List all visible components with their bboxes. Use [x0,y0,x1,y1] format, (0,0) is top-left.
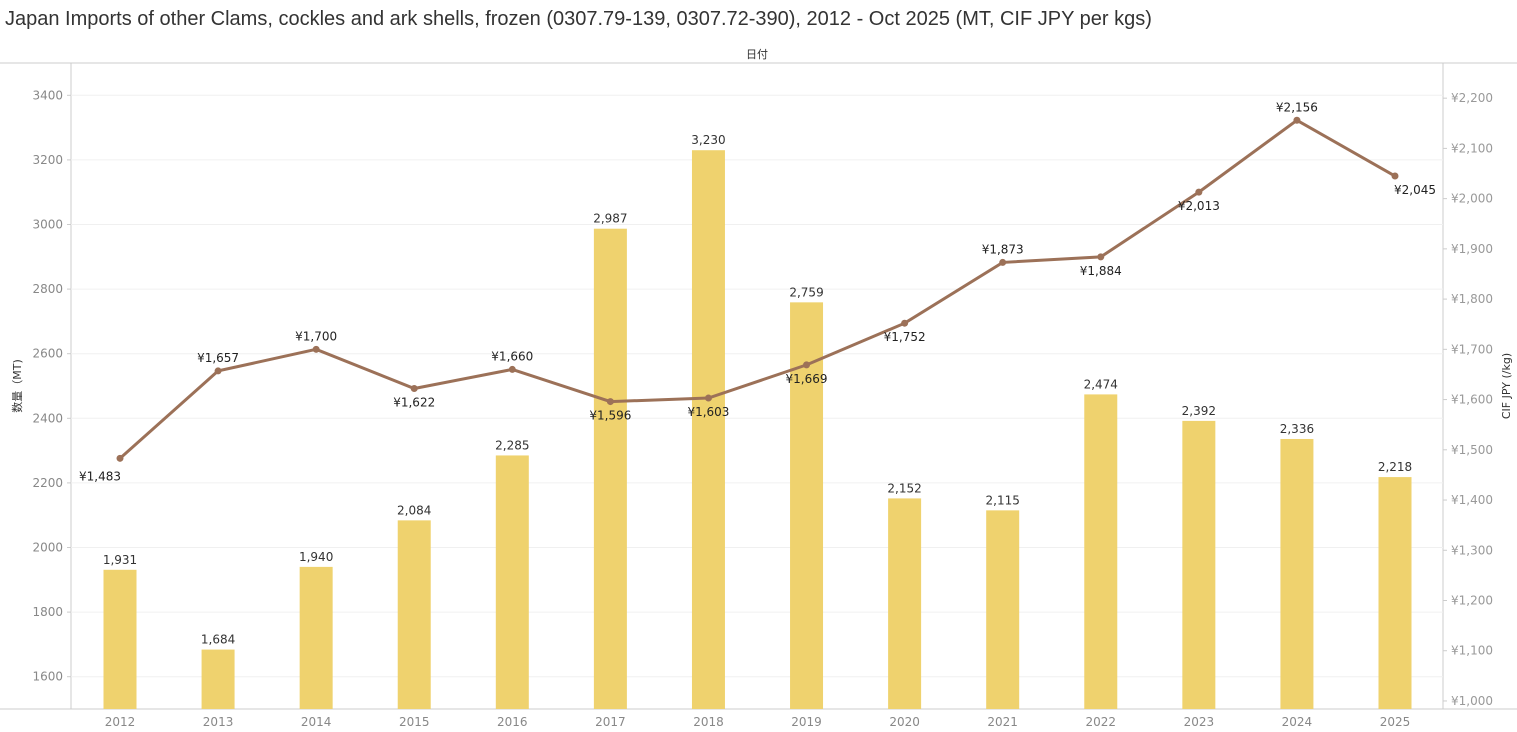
bar-label: 2,759 [789,285,823,299]
bar [888,498,922,709]
line-point [1391,172,1399,180]
right-tick-label: ¥1,300 [1451,543,1493,557]
line-label: ¥1,622 [393,396,435,410]
left-tick-label: 3400 [32,88,63,102]
right-tick-label: ¥1,000 [1451,694,1493,708]
line-point [803,361,811,369]
left-tick-label: 2800 [32,282,63,296]
x-tick-label: 2023 [1184,715,1215,729]
left-tick-label: 2000 [32,541,63,555]
bar [1182,420,1216,709]
x-tick-label: 2016 [497,715,528,729]
line-label: ¥1,884 [1080,264,1122,278]
x-axis-header: 日付 [746,48,768,61]
bar-label: 2,152 [887,481,921,495]
right-tick-label: ¥1,400 [1451,493,1493,507]
x-tick-label: 2013 [203,715,234,729]
bar [397,520,431,709]
line-label: ¥1,657 [197,351,239,365]
right-tick-label: ¥2,100 [1451,141,1493,155]
bar [1378,477,1412,709]
x-tick-label: 2021 [987,715,1018,729]
x-tick-label: 2025 [1380,715,1411,729]
bar [495,455,529,709]
bar-label: 2,987 [593,212,627,226]
line-label: ¥1,603 [687,405,729,419]
line-point [704,394,712,402]
bar [201,649,235,709]
bar [986,510,1020,709]
line-label: ¥1,873 [982,242,1024,256]
x-tick-label: 2020 [889,715,920,729]
right-tick-label: ¥1,500 [1451,443,1493,457]
line-label: ¥1,669 [786,372,828,386]
right-tick-label: ¥2,000 [1451,192,1493,206]
line-label: ¥1,660 [491,349,533,363]
line-point [999,258,1007,266]
left-tick-label: 2400 [32,411,63,425]
line-point [312,345,320,353]
line-label: ¥1,483 [79,469,121,483]
line-label: ¥1,596 [589,409,631,423]
line-point [1097,253,1105,261]
bar [593,228,627,709]
line-point [606,398,614,406]
line-label: ¥1,700 [295,329,337,343]
right-axis-label: CIF JPY (/kg) [1500,353,1513,419]
bar [299,566,333,709]
x-tick-label: 2018 [693,715,724,729]
x-tick-label: 2019 [791,715,822,729]
line-point [410,385,418,393]
chart-title: Japan Imports of other Clams, cockles an… [5,8,1152,30]
x-tick-label: 2014 [301,715,332,729]
left-axis-label: 数量（MT) [11,359,24,413]
bar-label: 3,230 [691,133,725,147]
right-tick-label: ¥1,200 [1451,593,1493,607]
left-tick-label: 3000 [32,218,63,232]
bar [1280,438,1314,709]
line-label: ¥1,752 [884,330,926,344]
left-tick-label: 2600 [32,347,63,361]
bar-label: 2,218 [1378,460,1412,474]
bar [103,569,137,709]
left-tick-label: 1600 [32,670,63,684]
right-tick-label: ¥1,700 [1451,342,1493,356]
x-tick-label: 2017 [595,715,626,729]
bar-label: 2,115 [986,493,1020,507]
right-tick-label: ¥1,600 [1451,393,1493,407]
right-tick-label: ¥1,100 [1451,644,1493,658]
x-tick-label: 2022 [1085,715,1116,729]
bar-label: 2,392 [1182,404,1216,418]
right-tick-label: ¥1,900 [1451,242,1493,256]
x-tick-label: 2024 [1282,715,1313,729]
bar-label: 2,285 [495,438,529,452]
line-label: ¥2,013 [1178,199,1220,213]
bar-label: 1,940 [299,550,333,564]
x-tick-label: 2012 [105,715,136,729]
left-tick-label: 2200 [32,476,63,490]
line-point [1293,116,1301,124]
line-point [1195,188,1203,196]
line-label: ¥2,156 [1276,100,1318,114]
left-tick-label: 1800 [32,605,63,619]
line-label: ¥2,045 [1394,183,1436,197]
bar-label: 2,474 [1084,377,1118,391]
left-tick-label: 3200 [32,153,63,167]
line-point [901,319,909,327]
x-tick-label: 2015 [399,715,430,729]
line-point [508,365,516,373]
line-point [214,367,222,375]
line-point [116,454,124,462]
bar-label: 2,084 [397,503,431,517]
bar-label: 1,931 [103,553,137,567]
right-tick-label: ¥1,800 [1451,292,1493,306]
bar-label: 1,684 [201,633,235,647]
bar [691,150,725,709]
price-line [119,118,1396,460]
right-tick-label: ¥2,200 [1451,91,1493,105]
bar-label: 2,336 [1280,422,1314,436]
bar [1084,394,1118,709]
